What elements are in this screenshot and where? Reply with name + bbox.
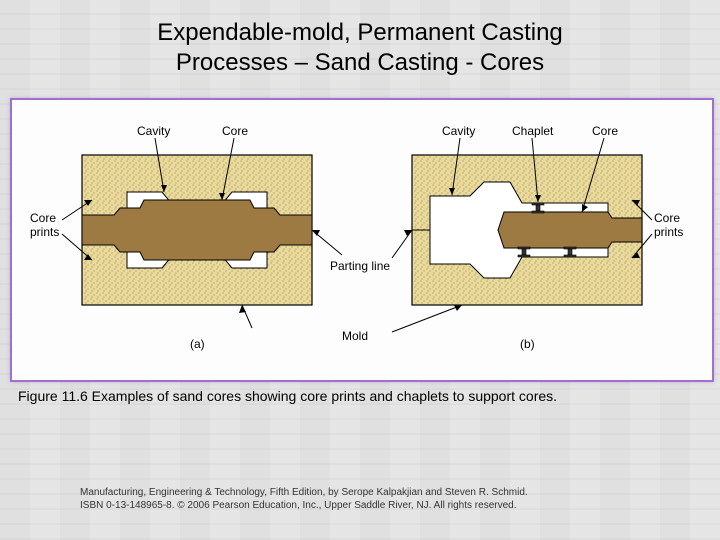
label-a-core: Core — [222, 124, 248, 138]
label-panel-a: (a) — [190, 337, 205, 351]
panel-a: Cavity Core Core prints — [30, 124, 342, 328]
title-line2: Processes – Sand Casting - Cores — [176, 49, 544, 76]
label-b-cavity: Cavity — [442, 124, 475, 138]
page-title: Expendable-mold, Permanent Casting Proce… — [0, 0, 720, 78]
label-b-chaplet: Chaplet — [512, 124, 554, 138]
label-a-cavity: Cavity — [137, 124, 170, 138]
title-line1: Expendable-mold, Permanent Casting — [157, 19, 563, 46]
label-b-coreprints2: prints — [654, 225, 683, 239]
label-mold: Mold — [342, 329, 368, 343]
figure-container: Cavity Core Core prints — [10, 98, 714, 382]
label-b-core: Core — [592, 124, 618, 138]
footer-citation: Manufacturing, Engineering & Technology,… — [80, 487, 528, 512]
label-parting-line: Parting line — [330, 259, 390, 273]
cores-diagram: Cavity Core Core prints — [12, 100, 712, 380]
figure-caption: Figure 11.6 Examples of sand cores showi… — [18, 388, 557, 404]
label-b-coreprints1: Core — [654, 211, 680, 225]
label-a-coreprints1: Core — [30, 211, 56, 225]
label-a-coreprints2: prints — [30, 225, 59, 239]
footer-line1: Manufacturing, Engineering & Technology,… — [80, 487, 528, 498]
label-panel-b: (b) — [520, 337, 535, 351]
footer-line2: ISBN 0-13-148965-8. © 2006 Pearson Educa… — [80, 500, 517, 511]
panel-b: Cavity Chaplet Core Core prints — [392, 124, 683, 332]
